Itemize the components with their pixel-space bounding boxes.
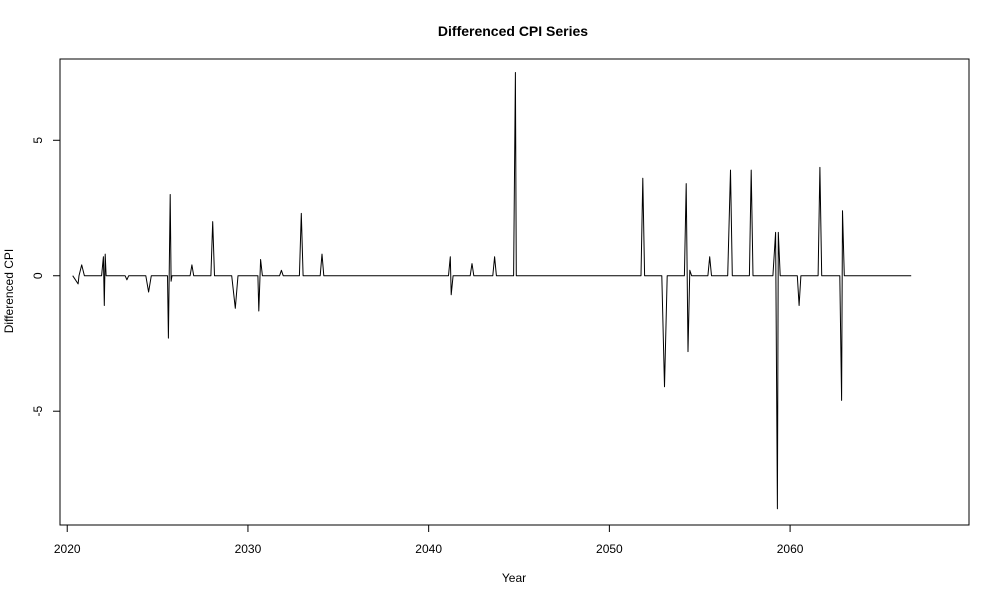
- y-tick-label: 5: [31, 137, 45, 144]
- chart-title: Differenced CPI Series: [438, 23, 588, 39]
- y-axis: -5 0 5: [31, 137, 61, 417]
- y-tick-label: 0: [31, 272, 45, 279]
- x-tick-label: 2050: [596, 542, 623, 556]
- series-line: [72, 72, 912, 510]
- x-axis-label: Year: [502, 571, 526, 585]
- x-tick-label: 2060: [777, 542, 804, 556]
- x-tick-label: 2040: [415, 542, 442, 556]
- x-tick-label: 2020: [54, 542, 81, 556]
- y-tick-label: -5: [31, 406, 45, 417]
- x-axis: 2020 2030 2040 2050 2060: [54, 524, 804, 556]
- y-axis-label: Differenced CPI: [2, 249, 16, 334]
- x-tick-label: 2030: [235, 542, 262, 556]
- series-layer: [72, 72, 912, 510]
